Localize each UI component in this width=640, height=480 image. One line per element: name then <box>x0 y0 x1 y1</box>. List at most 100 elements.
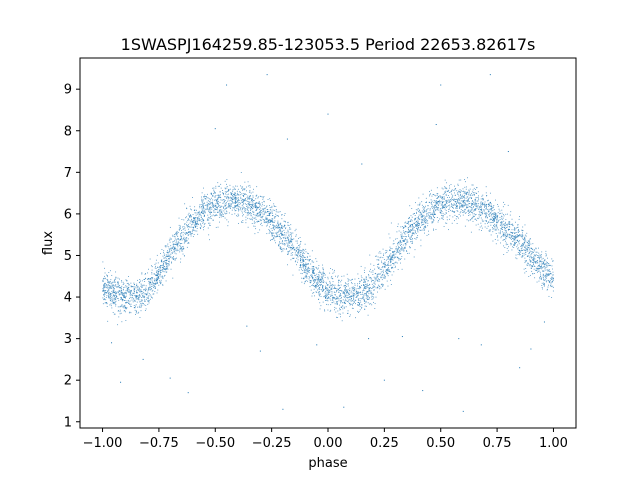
data-point <box>305 276 307 278</box>
data-point <box>397 269 399 271</box>
data-point <box>401 249 403 251</box>
data-point <box>514 243 516 245</box>
data-point <box>279 222 281 224</box>
data-point <box>524 224 526 226</box>
data-point <box>409 229 411 231</box>
data-point <box>315 258 317 260</box>
data-point <box>301 273 303 275</box>
data-point <box>178 228 180 230</box>
data-point <box>303 267 305 269</box>
data-point <box>330 299 332 301</box>
data-point <box>367 314 369 316</box>
data-point <box>156 278 157 280</box>
data-point <box>442 196 444 198</box>
data-point <box>542 270 543 272</box>
data-point <box>166 259 168 261</box>
data-point <box>221 212 222 213</box>
data-point <box>490 205 492 207</box>
data-point <box>386 273 388 275</box>
data-point <box>419 223 420 225</box>
data-point <box>135 296 137 298</box>
data-point <box>256 186 258 188</box>
data-point <box>171 247 173 249</box>
data-point <box>303 256 305 258</box>
data-point <box>113 303 115 305</box>
data-point <box>428 230 429 232</box>
data-point <box>261 216 263 218</box>
data-point <box>451 189 453 191</box>
data-point <box>469 203 470 204</box>
data-point <box>492 210 494 212</box>
data-point <box>427 208 429 210</box>
data-point <box>493 224 494 226</box>
data-point <box>143 303 144 305</box>
data-point <box>226 211 228 213</box>
data-point <box>443 196 445 198</box>
data-point <box>530 256 532 258</box>
data-point <box>358 298 359 300</box>
data-point <box>176 230 178 232</box>
data-point <box>172 277 174 279</box>
data-point <box>255 219 257 220</box>
data-point <box>441 198 443 200</box>
data-point <box>548 295 550 297</box>
data-point <box>526 242 528 243</box>
data-point <box>249 212 251 214</box>
data-point <box>396 262 398 264</box>
data-point <box>326 300 328 301</box>
data-point <box>323 269 324 271</box>
data-point <box>139 317 141 318</box>
data-point <box>187 234 189 236</box>
data-point <box>368 287 370 289</box>
data-point <box>237 203 238 205</box>
data-point <box>548 270 550 272</box>
data-point <box>318 275 320 277</box>
data-point <box>154 267 156 269</box>
data-point <box>481 230 482 231</box>
data-point <box>351 283 353 285</box>
data-point <box>535 247 537 249</box>
data-point <box>110 286 112 288</box>
data-point <box>434 205 436 207</box>
data-point <box>378 267 380 269</box>
data-point <box>339 313 341 315</box>
data-point <box>206 207 208 209</box>
data-point <box>345 285 347 287</box>
data-point <box>514 237 516 238</box>
data-point <box>383 265 385 267</box>
data-point <box>417 235 419 237</box>
data-point <box>430 189 432 191</box>
data-point <box>481 213 483 215</box>
data-point <box>194 224 196 226</box>
data-point <box>466 206 468 208</box>
data-point <box>496 216 498 218</box>
data-point <box>336 296 338 298</box>
data-point <box>458 191 460 193</box>
data-point <box>227 196 229 198</box>
data-point <box>151 297 153 299</box>
data-point <box>167 263 168 265</box>
data-point <box>460 204 462 206</box>
data-point <box>528 244 530 246</box>
data-point <box>113 291 115 293</box>
data-point <box>154 280 156 282</box>
data-point <box>146 294 148 296</box>
data-point <box>433 216 434 218</box>
data-point <box>454 214 456 216</box>
data-point <box>145 273 146 274</box>
data-point <box>313 273 314 274</box>
data-point <box>424 229 426 231</box>
data-point <box>330 284 332 286</box>
data-point <box>412 224 414 226</box>
data-point <box>155 262 157 264</box>
data-point <box>393 254 395 256</box>
data-point <box>164 271 166 273</box>
data-point <box>290 249 292 251</box>
data-point <box>262 215 264 217</box>
data-point <box>159 281 161 283</box>
data-point <box>551 297 553 298</box>
data-point <box>471 203 473 205</box>
data-point <box>356 293 358 294</box>
data-point <box>380 284 382 286</box>
data-point <box>480 209 482 210</box>
